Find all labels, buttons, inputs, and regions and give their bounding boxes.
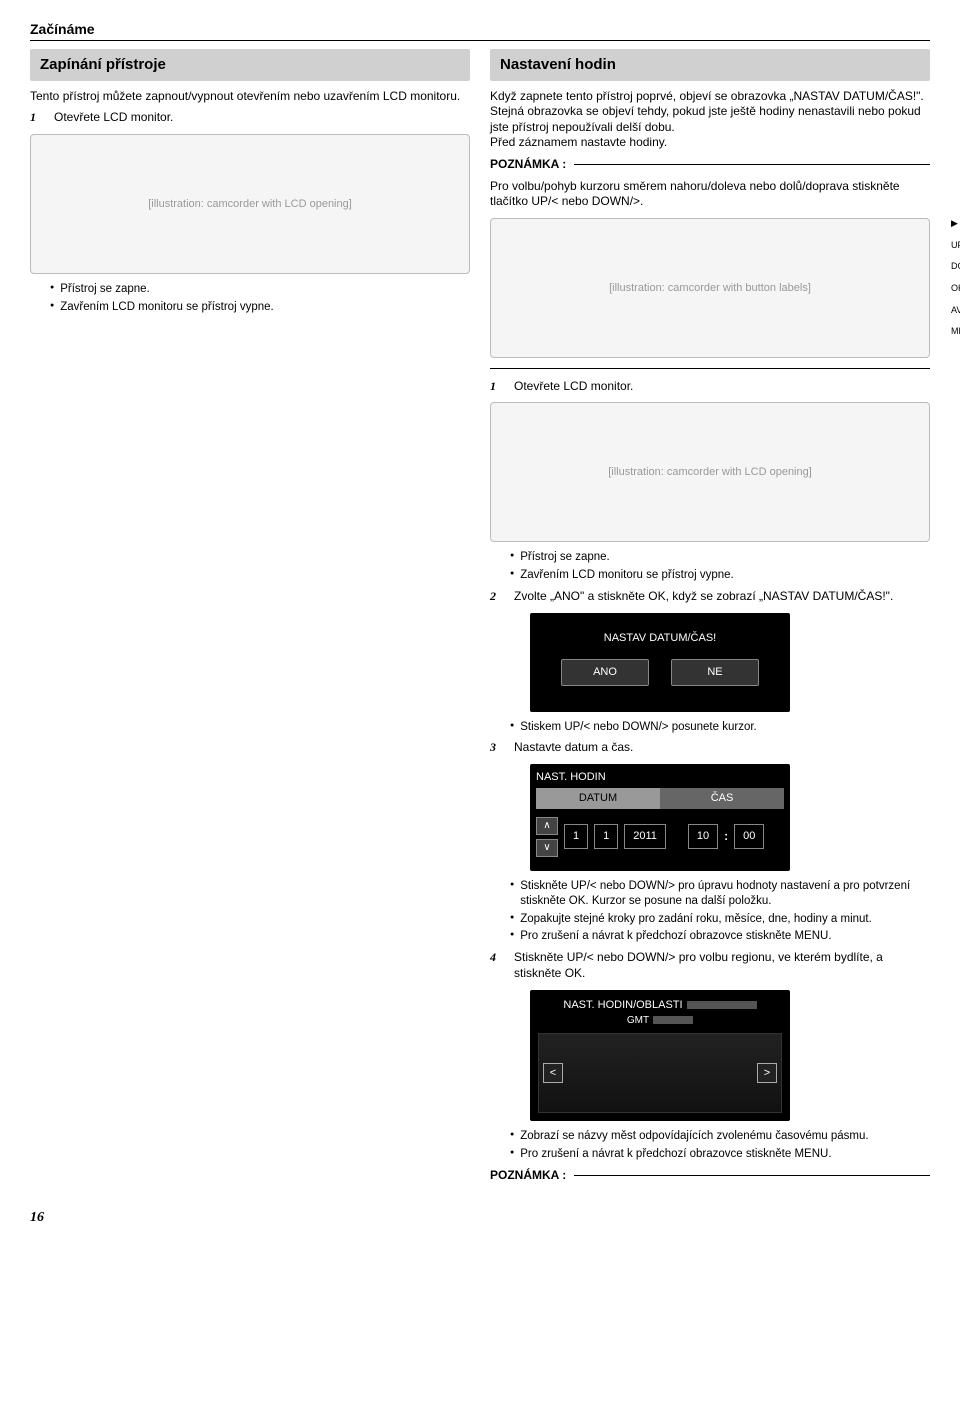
screen-set-datetime: NASTAV DATUM/ČAS! ANO NE bbox=[530, 613, 790, 712]
note-label: POZNÁMKA : bbox=[490, 1168, 566, 1184]
section-title-clock: Nastavení hodin bbox=[490, 49, 930, 81]
minute-field[interactable]: 00 bbox=[734, 824, 764, 848]
step-text: Otevřete LCD monitor. bbox=[514, 379, 930, 395]
note-rule bbox=[574, 164, 930, 165]
yes-button[interactable]: ANO bbox=[561, 659, 649, 685]
camera-illustration-labels: [illustration: camcorder with button lab… bbox=[490, 218, 930, 358]
step-number: 1 bbox=[490, 379, 504, 395]
map-gmt-label: GMT bbox=[538, 1014, 782, 1027]
bullet-item: Zavřením LCD monitoru se přístroj vypne. bbox=[510, 568, 930, 583]
bullet-item: Pro zrušení a návrat k předchozí obrazov… bbox=[510, 1147, 930, 1162]
bullet-item: Pro zrušení a návrat k předchozí obrazov… bbox=[510, 929, 930, 944]
map-title: NAST. HODIN/OBLASTI bbox=[538, 998, 782, 1012]
intro-text: Když zapnete tento přístroj poprvé, obje… bbox=[490, 89, 930, 151]
screen-title: NASTAV DATUM/ČAS! bbox=[530, 613, 790, 659]
note-rule bbox=[574, 1175, 930, 1176]
bullet-item: Zavřením LCD monitoru se přístroj vypne. bbox=[50, 300, 470, 315]
no-button[interactable]: NE bbox=[671, 659, 759, 685]
screen-region-map: NAST. HODIN/OBLASTI GMT < > bbox=[530, 990, 790, 1121]
month-field[interactable]: 1 bbox=[594, 824, 618, 848]
step-text: Stiskněte UP/< nebo DOWN/> pro volbu reg… bbox=[514, 950, 930, 981]
bullet-item: Stiskněte UP/< nebo DOWN/> pro úpravu ho… bbox=[510, 879, 930, 909]
hour-field[interactable]: 10 bbox=[688, 824, 718, 848]
up-arrow-button[interactable]: ∧ bbox=[536, 817, 558, 835]
tab-date[interactable]: DATUM bbox=[536, 788, 660, 808]
bullet-item: Přístroj se zapne. bbox=[50, 282, 470, 297]
year-field[interactable]: 2011 bbox=[624, 824, 666, 848]
tab-time[interactable]: ČAS bbox=[660, 788, 784, 808]
bullet-item: Stiskem UP/< nebo DOWN/> posunete kurzor… bbox=[510, 720, 930, 735]
screen-clock-set: NAST. HODIN DATUM ČAS ∧ ∨ 1 1 2011 10 : … bbox=[530, 764, 790, 871]
bullet-item: Zopakujte stejné kroky pro zadání roku, … bbox=[510, 912, 930, 927]
world-map: < > bbox=[538, 1033, 782, 1113]
bullet-item: Přístroj se zapne. bbox=[510, 550, 930, 565]
page-header: Začínáme bbox=[30, 20, 930, 41]
step-text: Zvolte „ANO" a stiskněte OK, když se zob… bbox=[514, 589, 930, 605]
clock-header: NAST. HODIN bbox=[536, 770, 784, 784]
redacted-block bbox=[687, 1001, 757, 1009]
map-next-button[interactable]: > bbox=[757, 1063, 777, 1083]
step-number: 1 bbox=[30, 110, 44, 126]
note-text: Pro volbu/pohyb kurzoru směrem nahoru/do… bbox=[490, 179, 930, 210]
redacted-block bbox=[653, 1016, 693, 1024]
camera-illustration: [illustration: camcorder with LCD openin… bbox=[490, 402, 930, 542]
step-text: Otevřete LCD monitor. bbox=[54, 110, 470, 126]
button-labels-callout: ▶ UP/ < DOWN/> OK/INFO AV MENU bbox=[951, 218, 960, 348]
map-prev-button[interactable]: < bbox=[543, 1063, 563, 1083]
down-arrow-button[interactable]: ∨ bbox=[536, 839, 558, 857]
camera-illustration: [illustration: camcorder with LCD openin… bbox=[30, 134, 470, 274]
step-number: 2 bbox=[490, 589, 504, 605]
section-title-power: Zapínání přístroje bbox=[30, 49, 470, 81]
intro-text: Tento přístroj můžete zapnout/vypnout ot… bbox=[30, 89, 470, 105]
step-number: 3 bbox=[490, 740, 504, 756]
page-number: 16 bbox=[30, 1209, 930, 1227]
colon: : bbox=[724, 829, 728, 845]
bullet-item: Zobrazí se názvy měst odpovídajících zvo… bbox=[510, 1129, 930, 1144]
day-field[interactable]: 1 bbox=[564, 824, 588, 848]
note-label: POZNÁMKA : bbox=[490, 157, 566, 173]
step-text: Nastavte datum a čas. bbox=[514, 740, 930, 756]
step-number: 4 bbox=[490, 950, 504, 981]
